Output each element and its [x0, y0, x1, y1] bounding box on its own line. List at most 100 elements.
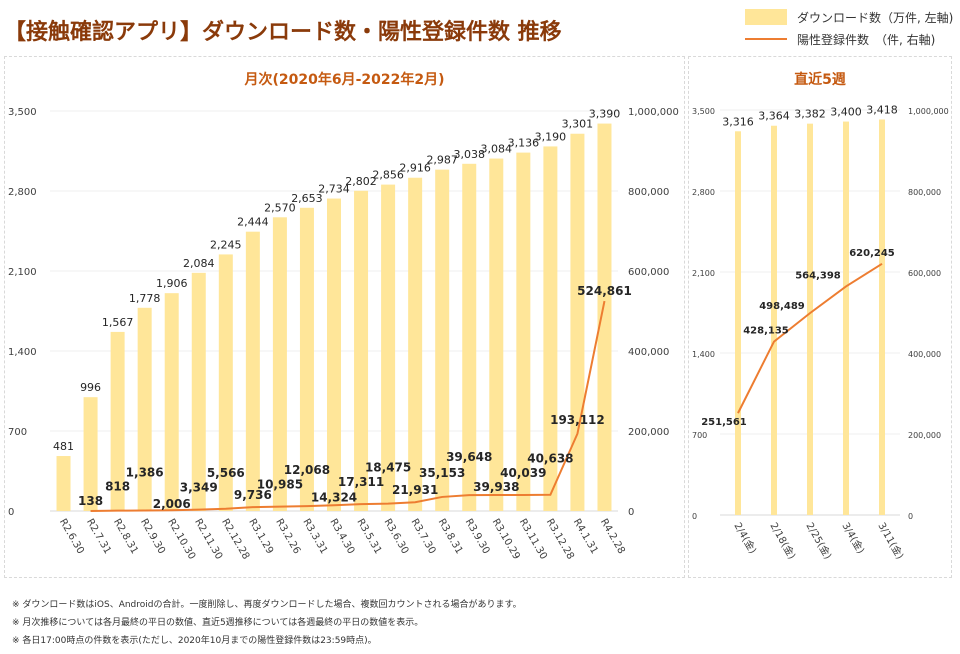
y-left-tick-label: 1,400 — [8, 347, 37, 358]
y-right-tick-label: 200,000 — [908, 431, 941, 440]
line-data-label: 21,931 — [392, 483, 438, 497]
bar — [408, 177, 423, 511]
y-left-tick-label: 700 — [692, 431, 707, 440]
x-category-label: 2/25(金) — [803, 520, 834, 561]
bar-data-label: 2,916 — [399, 162, 431, 175]
bar-data-label: 3,084 — [481, 143, 513, 156]
footnote-2: ※ 月次推移については各月最終の平日の数値、直近5週推移については各週最終の平日… — [12, 618, 424, 628]
bar — [435, 169, 450, 511]
bar-data-label: 3,382 — [794, 108, 826, 121]
y-right-tick-label: 800,000 — [908, 188, 941, 197]
bar-data-label: 2,987 — [426, 154, 458, 167]
x-category-label: 2/4(金) — [731, 520, 759, 556]
y-right-tick-label: 600,000 — [628, 267, 669, 278]
bar-data-label: 1,567 — [102, 316, 134, 329]
line-data-label: 35,153 — [419, 466, 465, 480]
line-series — [90, 300, 606, 512]
legend-item-positive: 陽性登録件数 （件, 右軸) — [745, 28, 953, 50]
y-left-tick-label: 3,500 — [692, 107, 715, 116]
bar — [735, 131, 741, 515]
line-data-label: 620,245 — [849, 248, 895, 259]
line-data-label: 40,039 — [500, 466, 546, 480]
x-category-label: 3/4(金) — [839, 520, 867, 556]
page-title: 【接触確認アプリ】ダウンロード数・陽性登録件数 推移 — [4, 20, 562, 45]
y-left-tick-label: 3,500 — [8, 107, 37, 118]
bar-data-label: 1,906 — [156, 277, 188, 290]
weekly-chart-title: 直近5週 — [794, 72, 846, 88]
bar-data-label: 3,190 — [535, 130, 567, 143]
bar — [462, 163, 477, 512]
legend-label-downloads: ダウンロード数（万件, 左軸) — [797, 10, 954, 25]
x-category-label: 3/11(金) — [875, 520, 906, 561]
bar — [543, 146, 558, 511]
bar-data-label: 3,400 — [830, 106, 862, 119]
line-data-label: 3,349 — [180, 481, 218, 495]
line-data-label: 14,324 — [311, 490, 357, 504]
bar-data-label: 2,734 — [318, 183, 350, 196]
line-data-label: 498,489 — [759, 301, 805, 312]
line-data-label: 138 — [78, 494, 103, 508]
line-data-label: 1,386 — [126, 465, 164, 479]
line-data-label: 9,736 — [234, 488, 272, 502]
y-right-tick-label: 600,000 — [908, 269, 941, 278]
y-left-tick-label: 2,800 — [8, 187, 37, 198]
footnote-1: ※ ダウンロード数はiOS、Androidの合計。一度削除し、再度ダウンロードし… — [12, 600, 522, 610]
legend-label-positive: 陽性登録件数 （件, 右軸) — [797, 32, 936, 47]
bar — [807, 123, 813, 515]
bar — [516, 152, 531, 511]
line-data-label: 251,561 — [701, 417, 747, 428]
y-right-tick-label: 1,000,000 — [908, 107, 949, 116]
bar-data-label: 3,316 — [722, 115, 754, 128]
chart-legend: ダウンロード数（万件, 左軸) 陽性登録件数 （件, 右軸) — [745, 6, 953, 50]
bar-data-label: 2,856 — [372, 169, 404, 182]
bar-data-label: 996 — [80, 381, 101, 394]
y-left-tick-label: 0 — [692, 512, 697, 521]
line-data-label: 5,566 — [207, 466, 245, 480]
line-data-label: 524,861 — [577, 284, 632, 298]
y-right-tick-label: 0 — [908, 512, 913, 521]
y-right-tick-label: 0 — [628, 507, 634, 518]
legend-swatch-bar — [745, 9, 787, 25]
legend-swatch-line — [745, 38, 787, 40]
line-data-label: 10,985 — [257, 478, 303, 492]
bar — [83, 397, 98, 511]
y-left-tick-label: 2,100 — [8, 267, 37, 278]
line-data-label: 40,638 — [527, 452, 573, 466]
line-data-label: 193,112 — [550, 413, 605, 427]
line-data-label: 17,311 — [338, 475, 384, 489]
bar-data-label: 2,653 — [291, 192, 323, 205]
bar — [191, 272, 206, 511]
bar-data-label: 2,084 — [183, 257, 215, 270]
bar — [299, 207, 314, 512]
y-left-tick-label: 1,400 — [692, 350, 715, 359]
y-right-tick-label: 400,000 — [908, 350, 941, 359]
bar-data-label: 2,245 — [210, 238, 242, 251]
bar — [597, 123, 612, 512]
y-left-tick-label: 700 — [8, 427, 27, 438]
y-left-tick-label: 2,800 — [692, 188, 715, 197]
footnotes: ※ ダウンロード数はiOS、Androidの合計。一度削除し、再度ダウンロードし… — [12, 596, 522, 650]
bar-data-label: 2,444 — [237, 216, 269, 229]
bar — [327, 198, 341, 512]
bar-data-label: 3,364 — [758, 110, 790, 123]
y-left-tick-label: 0 — [8, 507, 14, 518]
line-data-label: 428,135 — [743, 326, 789, 337]
line-data-label: 18,475 — [365, 461, 411, 475]
bar-data-label: 3,136 — [508, 137, 540, 150]
bar — [164, 293, 179, 511]
y-right-tick-label: 800,000 — [628, 187, 669, 198]
bar-data-label: 481 — [53, 440, 74, 453]
bar — [771, 125, 777, 515]
bar-data-label: 3,301 — [562, 118, 594, 131]
bar — [56, 456, 71, 511]
bar — [354, 190, 369, 511]
bar-data-label: 2,802 — [345, 175, 377, 188]
y-right-tick-label: 1,000,000 — [628, 107, 679, 118]
line-data-label: 12,068 — [284, 463, 330, 477]
line-data-label: 2,006 — [153, 497, 191, 511]
weekly-chart-panel: 直近5週 — [688, 56, 952, 578]
bar — [272, 217, 287, 512]
line-data-label: 39,938 — [473, 480, 519, 494]
